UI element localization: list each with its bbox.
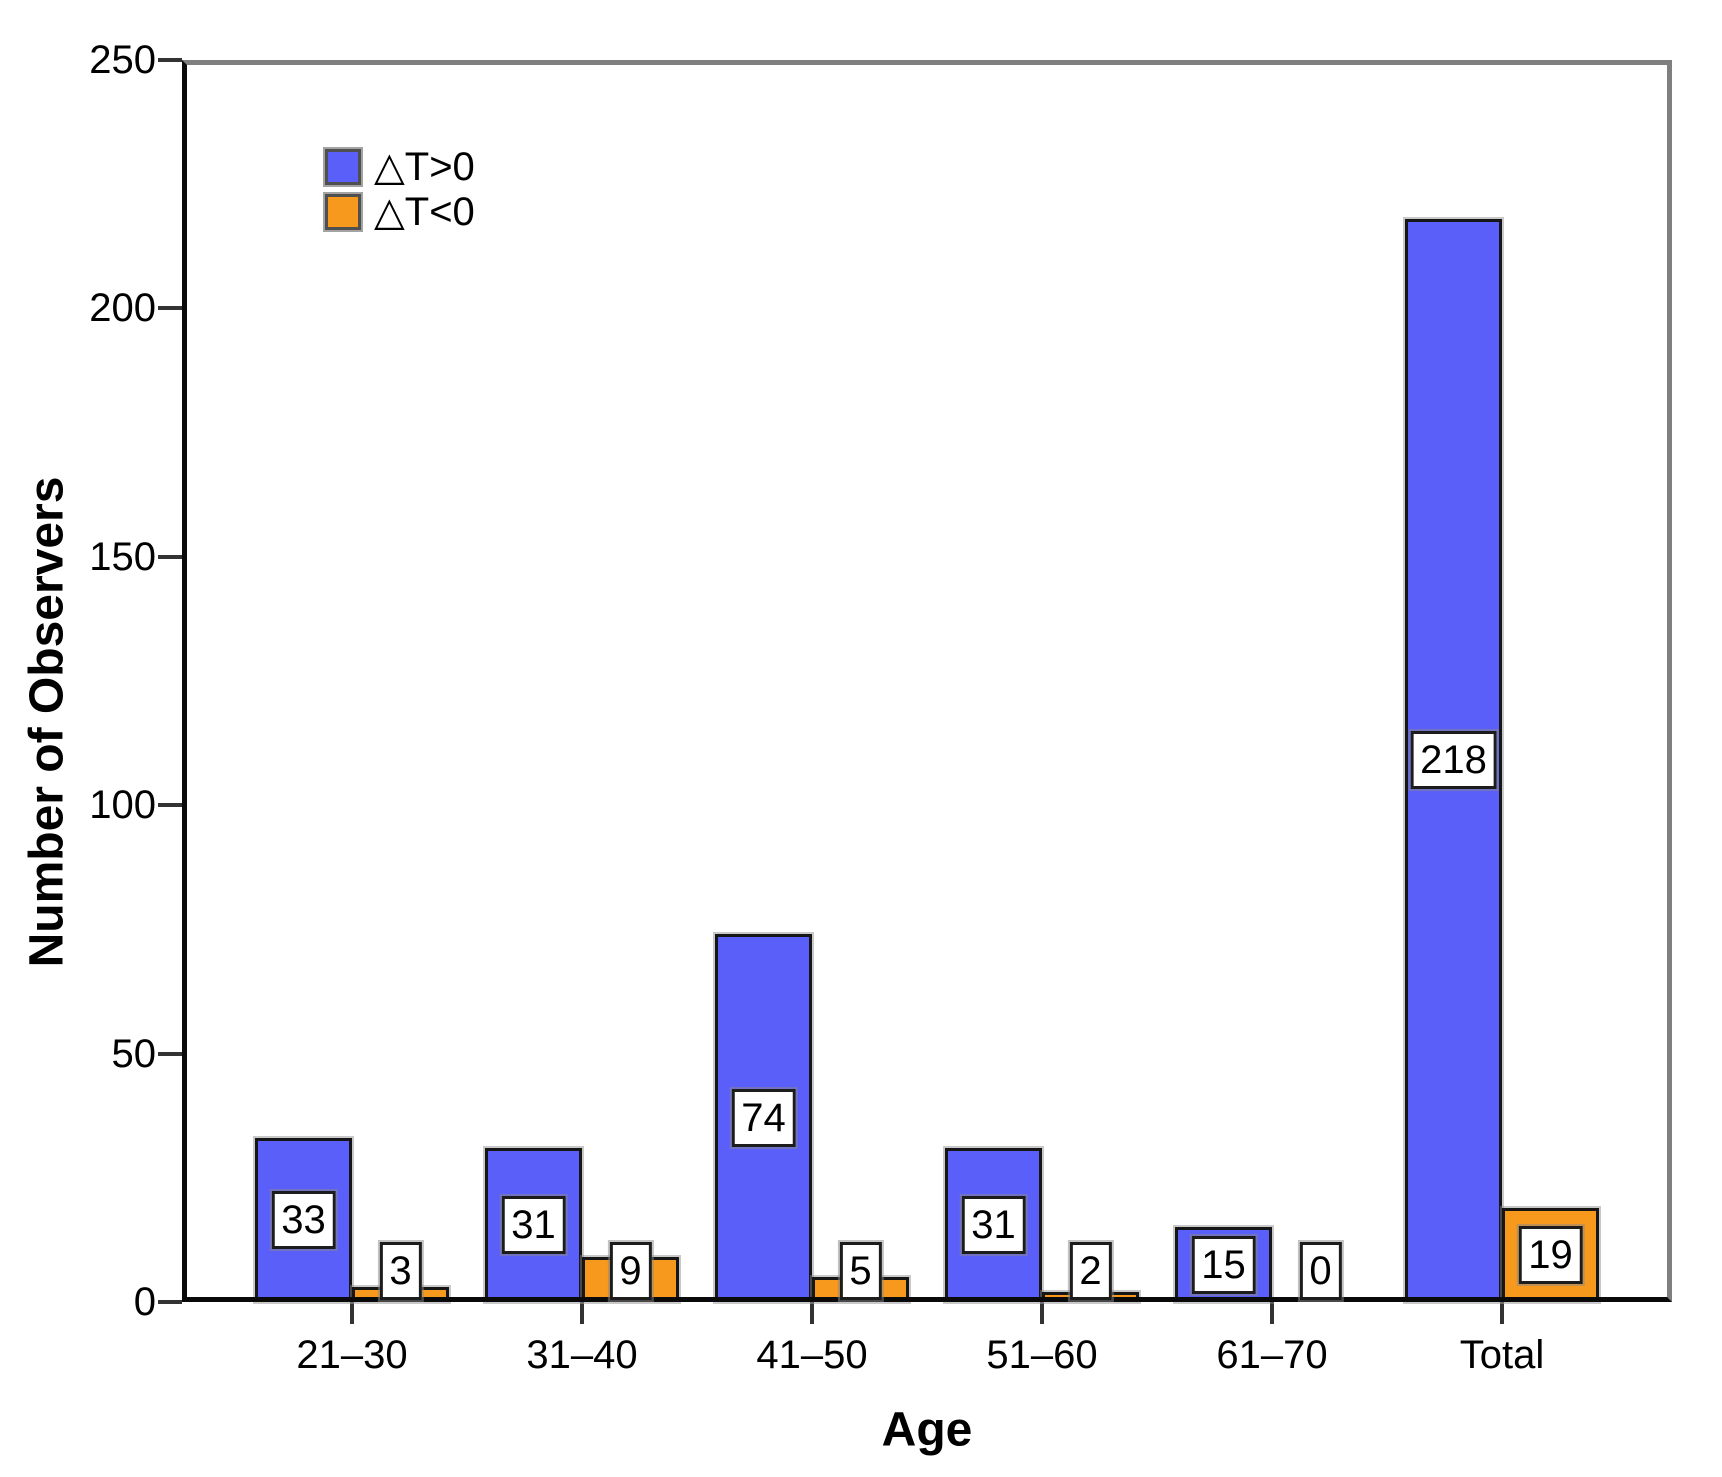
bar-value-label: 15 (1191, 1235, 1256, 1294)
bar-value-label: 74 (731, 1089, 796, 1148)
bar-dt-positive-41–50 (715, 934, 812, 1302)
legend-label-dt-positive: △T>0 (374, 145, 475, 189)
bar-dt-positive-21–30 (255, 1138, 352, 1302)
x-tick-mark (1040, 1302, 1044, 1324)
bar-dt-positive-Total (1405, 218, 1502, 1302)
x-tick-mark (810, 1302, 814, 1324)
legend: △T>0 △T<0 (325, 145, 475, 234)
bar-value-label: 2 (1069, 1242, 1112, 1300)
bar-dt-negative-51–60 (1042, 1292, 1139, 1302)
plot-border (182, 60, 1672, 1302)
x-tick-label: Total (1459, 1333, 1545, 1377)
y-tick-label: 0 (133, 1280, 156, 1324)
y-tick-mark (158, 1051, 182, 1056)
x-tick-label: 31–40 (526, 1333, 638, 1377)
x-tick-mark (350, 1302, 354, 1324)
y-tick-label: 200 (89, 286, 156, 331)
y-axis-title: Number of Observers (20, 476, 74, 968)
bar-value-label: 19 (1518, 1225, 1583, 1284)
y-tick-label: 50 (111, 1031, 157, 1076)
bar-dt-negative-41–50 (812, 1277, 909, 1302)
legend-label-dt-negative: △T<0 (374, 190, 475, 234)
bar-dt-negative-21–30 (352, 1287, 449, 1302)
bar-value-label: 218 (1410, 731, 1497, 790)
x-axis-title: Age (881, 1403, 973, 1457)
x-tick-label: 41–50 (756, 1333, 868, 1377)
y-tick-mark (158, 803, 182, 808)
bar-value-label: 9 (609, 1242, 652, 1300)
bar-value-label: 33 (271, 1191, 336, 1250)
y-tick-mark (158, 1300, 182, 1304)
legend-item-dt-negative: △T<0 (325, 190, 475, 234)
y-tick-mark (158, 554, 182, 559)
bar-dt-positive-51–60 (945, 1147, 1042, 1302)
bar-value-label: 0 (1299, 1242, 1342, 1300)
legend-swatch-blue (325, 149, 361, 185)
y-tick-mark (158, 306, 182, 311)
x-tick-mark (1270, 1302, 1274, 1324)
y-tick-mark (158, 58, 182, 62)
bar-dt-positive-31–40 (485, 1147, 582, 1302)
bar-dt-negative-31–40 (582, 1257, 679, 1302)
legend-item-dt-positive: △T>0 (325, 145, 475, 189)
legend-swatch-orange (325, 194, 361, 230)
x-tick-label: 21–30 (296, 1333, 408, 1377)
bar-dt-positive-61–70 (1175, 1227, 1272, 1302)
x-tick-mark (1500, 1302, 1504, 1324)
x-tick-mark (580, 1302, 584, 1324)
bar-value-label: 31 (961, 1195, 1026, 1254)
bar-value-label: 5 (839, 1242, 882, 1300)
y-tick-label: 250 (89, 38, 156, 82)
x-tick-label: 61–70 (1216, 1333, 1328, 1377)
bar-dt-negative-Total (1502, 1207, 1599, 1302)
bar-value-label: 3 (379, 1242, 422, 1300)
bar-value-label: 31 (501, 1195, 566, 1254)
x-tick-label: 51–60 (986, 1333, 1098, 1377)
